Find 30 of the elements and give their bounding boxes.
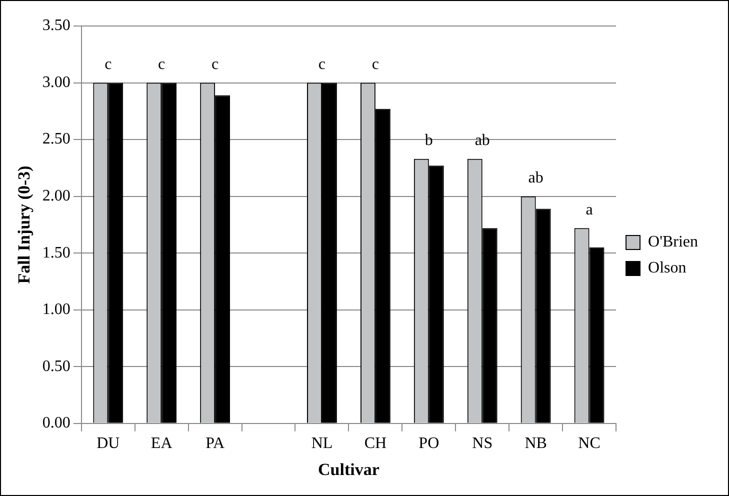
- x-tick-label: NC: [578, 435, 600, 452]
- y-axis-title: Fall Injury (0-3): [14, 166, 34, 284]
- x-axis-title: Cultivar: [318, 460, 380, 480]
- annotation: c: [158, 56, 166, 73]
- annotation: b: [424, 132, 433, 150]
- annotation: c: [318, 56, 326, 73]
- y-tick-label: 2.50: [42, 130, 70, 148]
- annotation: c: [372, 56, 379, 73]
- x-tick-label: DU: [96, 435, 120, 452]
- x-tick-label: PO: [418, 435, 440, 452]
- legend-label: O'Brien: [648, 234, 698, 251]
- annotation: a: [586, 201, 593, 218]
- annotation: c: [212, 56, 219, 73]
- legend-label: Olson: [648, 260, 686, 277]
- x-tick-label: NL: [311, 435, 333, 452]
- y-tick-label: 3.00: [42, 74, 70, 91]
- x-tick-label: CH: [364, 435, 387, 452]
- x-tick-label: NB: [524, 435, 547, 452]
- y-tick-label: 3.50: [42, 17, 70, 34]
- y-tick-label: 2.00: [42, 188, 70, 205]
- y-tick-label: 1.00: [42, 301, 70, 318]
- y-tick-label: 1.50: [42, 244, 70, 262]
- annotation: ab: [474, 132, 490, 150]
- x-tick-label: NS: [472, 435, 493, 452]
- y-tick-label: 0.50: [42, 358, 70, 375]
- annotation: ab: [528, 170, 544, 187]
- annotation: c: [104, 56, 112, 73]
- y-tick-label: 0.00: [42, 414, 70, 432]
- x-tick-label: EA: [150, 435, 173, 452]
- x-tick-label: PA: [206, 435, 225, 452]
